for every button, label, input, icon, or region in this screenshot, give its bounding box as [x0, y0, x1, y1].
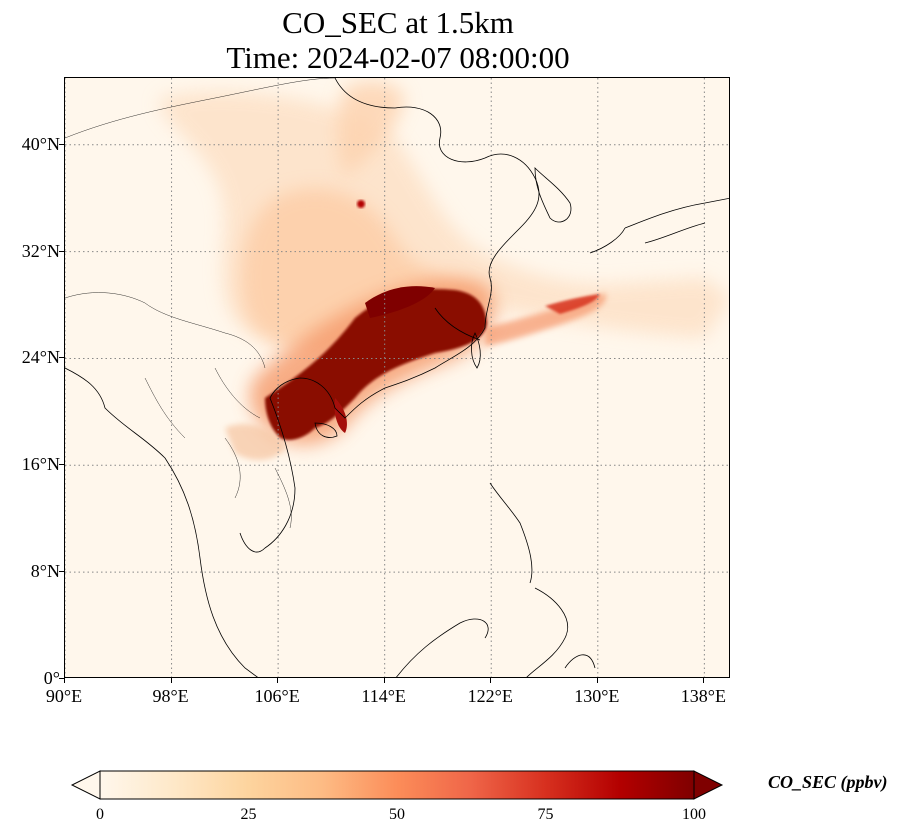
colorbar-label: CO_SEC (ppbv)	[768, 772, 888, 792]
gridlines	[65, 78, 729, 677]
coastlines	[65, 78, 729, 677]
lon-tick-mark	[703, 678, 705, 683]
lon-tick-label: 130°E	[574, 686, 620, 706]
lon-tick-label: 90°E	[45, 686, 83, 706]
pollution-field	[159, 81, 729, 460]
lon-tick-mark	[383, 678, 385, 683]
colorbar-tick-label: 0	[96, 806, 104, 823]
lat-tick-mark	[59, 678, 64, 679]
lon-tick-mark	[64, 678, 65, 683]
lat-tick-label: 40°N	[21, 133, 60, 154]
lat-tick-mark	[59, 357, 64, 359]
map-canvas	[65, 78, 729, 677]
lat-tick-mark	[59, 143, 64, 145]
lat-tick-mark	[59, 571, 64, 573]
colorbar-gradient	[99, 770, 695, 800]
lat-tick-label: 32°N	[21, 240, 60, 261]
colorbar-tick-label: 50	[389, 806, 405, 823]
colorbar-tick-label: 75	[537, 806, 554, 823]
map-panel	[64, 77, 730, 678]
lon-tick-label: 98°E	[152, 686, 189, 706]
lon-tick-mark	[170, 678, 172, 683]
lon-tick-label: 122°E	[467, 686, 513, 706]
colorbar	[70, 770, 724, 800]
lon-tick-mark	[277, 678, 279, 683]
lon-tick-label: 138°E	[680, 686, 726, 706]
map-title: CO_SEC at 1.5km	[282, 5, 514, 40]
lat-tick-mark	[59, 250, 64, 252]
colorbar-tick-label: 25	[240, 806, 257, 823]
lat-tick-label: 16°N	[21, 454, 60, 475]
lat-tick-mark	[59, 464, 64, 466]
lat-tick-label: 8°N	[30, 561, 60, 582]
lon-tick-mark	[490, 678, 492, 683]
lat-tick-label: 24°N	[21, 347, 60, 368]
lat-tick-label: 0°	[43, 668, 60, 688]
country-borders	[65, 78, 336, 529]
colorbar-tick-label: 100	[682, 806, 706, 823]
colorbar-extend-low	[70, 770, 101, 800]
lon-tick-label: 114°E	[361, 686, 406, 706]
colorbar-extend-high	[693, 770, 724, 800]
lon-tick-label: 106°E	[254, 686, 300, 706]
lon-tick-mark	[596, 678, 598, 683]
map-subtitle-time: Time: 2024-02-07 08:00:00	[226, 40, 570, 75]
